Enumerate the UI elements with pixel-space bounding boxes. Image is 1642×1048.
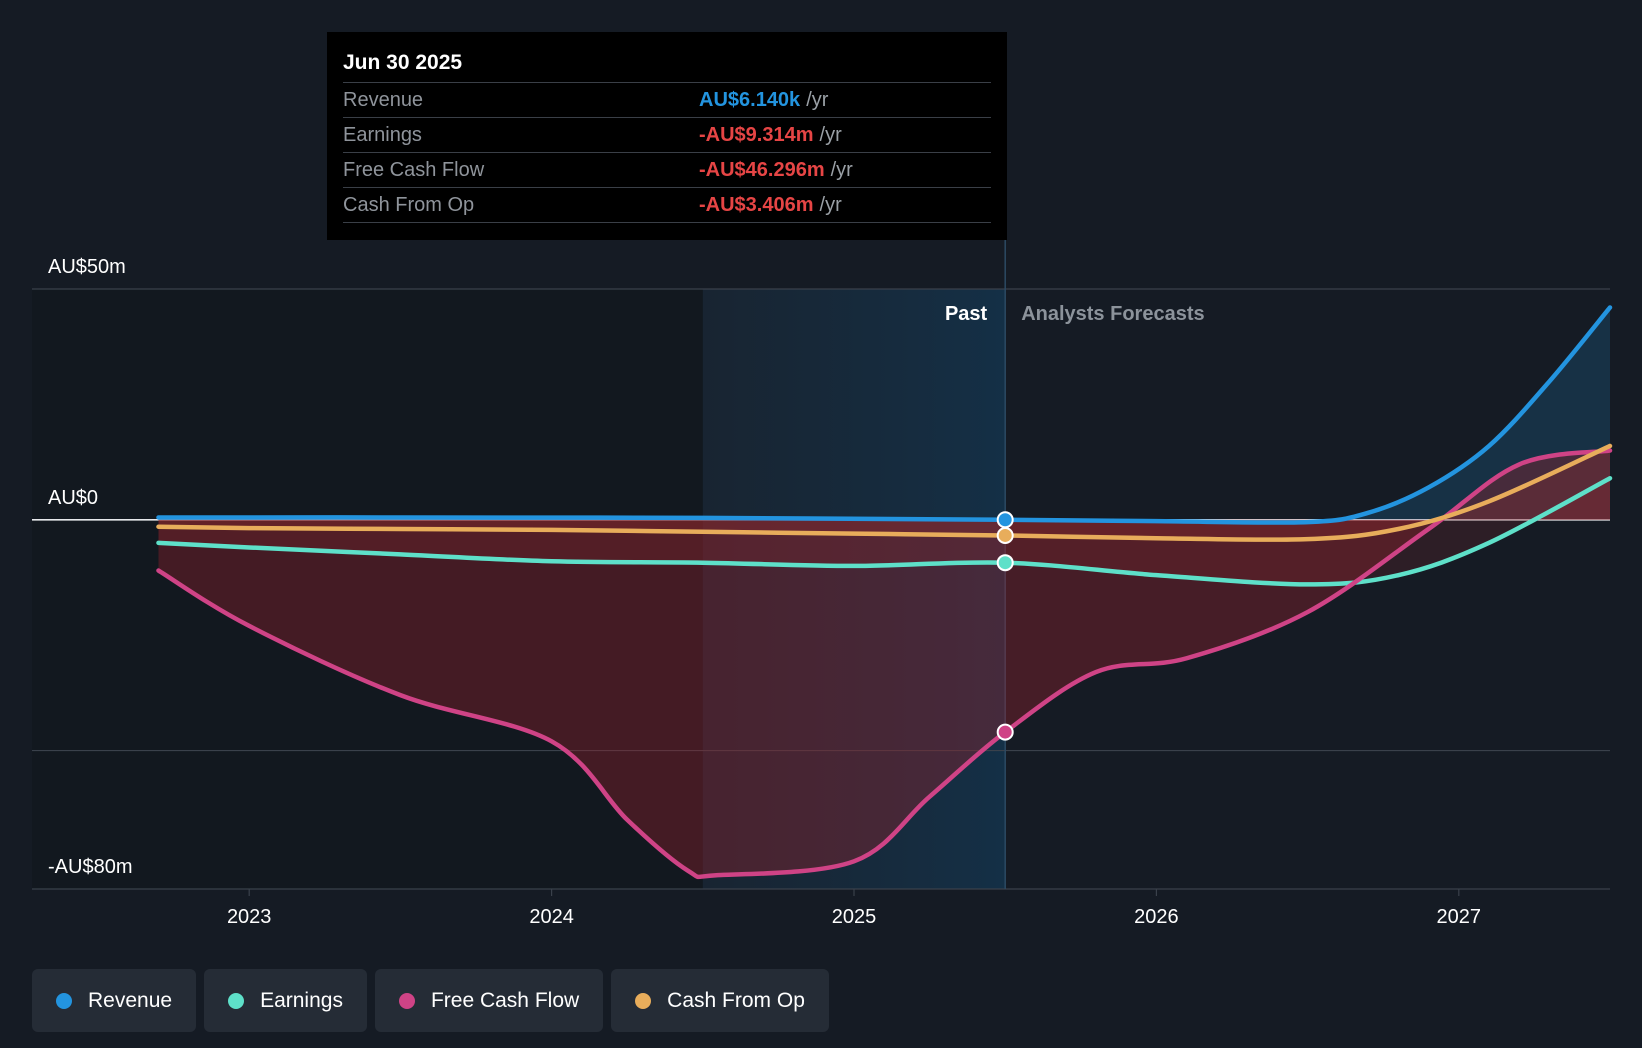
tooltip-value: -AU$46.296m (699, 158, 825, 181)
point-free-cash-flow (996, 723, 1014, 741)
tooltip-unit: /yr (806, 88, 829, 111)
legend-item-earnings[interactable]: Earnings (204, 969, 367, 1032)
tooltip-value: -AU$3.406m (699, 193, 814, 216)
point-cash-from-op (996, 526, 1014, 544)
legend-item-cash-from-op[interactable]: Cash From Op (611, 969, 829, 1032)
past-label: Past (945, 303, 988, 325)
tooltip-date: Jun 30 2025 (343, 51, 463, 74)
area-earnings (158, 478, 1611, 585)
legend-item-revenue[interactable]: Revenue (32, 969, 197, 1032)
legend-label: Cash From Op (667, 988, 805, 1012)
x-tick-label: 2025 (832, 906, 877, 928)
tooltip-unit: /yr (819, 123, 842, 146)
legend: Revenue Earnings Free Cash Flow Cash Fro… (32, 969, 829, 1032)
tooltip-value: AU$6.140k (699, 88, 801, 111)
tooltip-row-cash-from-op: Cash From Op -AU$3.406m /yr (343, 187, 991, 223)
tooltip-row-revenue: Revenue AU$6.140k /yr (343, 82, 991, 117)
y-tick-label: AU$50m (48, 256, 126, 278)
point-revenue (996, 511, 1014, 529)
x-tick-label: 2026 (1134, 906, 1179, 928)
point-earnings (996, 554, 1014, 572)
tooltip: Jun 30 2025 Revenue AU$6.140k /yr Earnin… (327, 32, 1007, 240)
legend-dot-icon (56, 992, 72, 1009)
x-tick-label: 2023 (227, 906, 272, 928)
past-region-band (702, 289, 1006, 889)
legend-label: Revenue (88, 988, 173, 1012)
y-tick-label: -AU$80m (48, 856, 132, 878)
tooltip-label: Free Cash Flow (343, 158, 485, 181)
tooltip-unit: /yr (830, 158, 853, 181)
legend-item-free-cash-flow[interactable]: Free Cash Flow (374, 969, 604, 1032)
tooltip-label: Revenue (343, 88, 424, 111)
legend-dot-icon (635, 992, 652, 1009)
legend-dot-icon (398, 992, 415, 1009)
tooltip-label: Earnings (343, 123, 422, 146)
tooltip-row-free-cash-flow: Free Cash Flow -AU$46.296m /yr (343, 152, 991, 187)
area-free-cash-flow (158, 450, 1611, 877)
line-revenue (156, 305, 1613, 525)
line-cash-from-op (156, 443, 1613, 542)
x-tick-label: 2027 (1437, 906, 1482, 928)
line-free-cash-flow (156, 448, 1613, 880)
y-tick-label: AU$0 (48, 487, 98, 509)
tooltip-row-earnings: Earnings -AU$9.314m /yr (343, 117, 991, 152)
tooltip-label: Cash From Op (343, 193, 475, 216)
line-earnings (156, 475, 1613, 587)
tooltip-value: -AU$9.314m (699, 123, 814, 146)
legend-dot-icon (228, 992, 245, 1009)
forecast-label: Analysts Forecasts (1021, 303, 1204, 325)
x-tick-label: 2024 (529, 906, 574, 928)
legend-label: Free Cash Flow (430, 988, 580, 1012)
tooltip-unit: /yr (819, 193, 842, 216)
history-shade (32, 289, 703, 889)
legend-label: Earnings (260, 988, 343, 1012)
